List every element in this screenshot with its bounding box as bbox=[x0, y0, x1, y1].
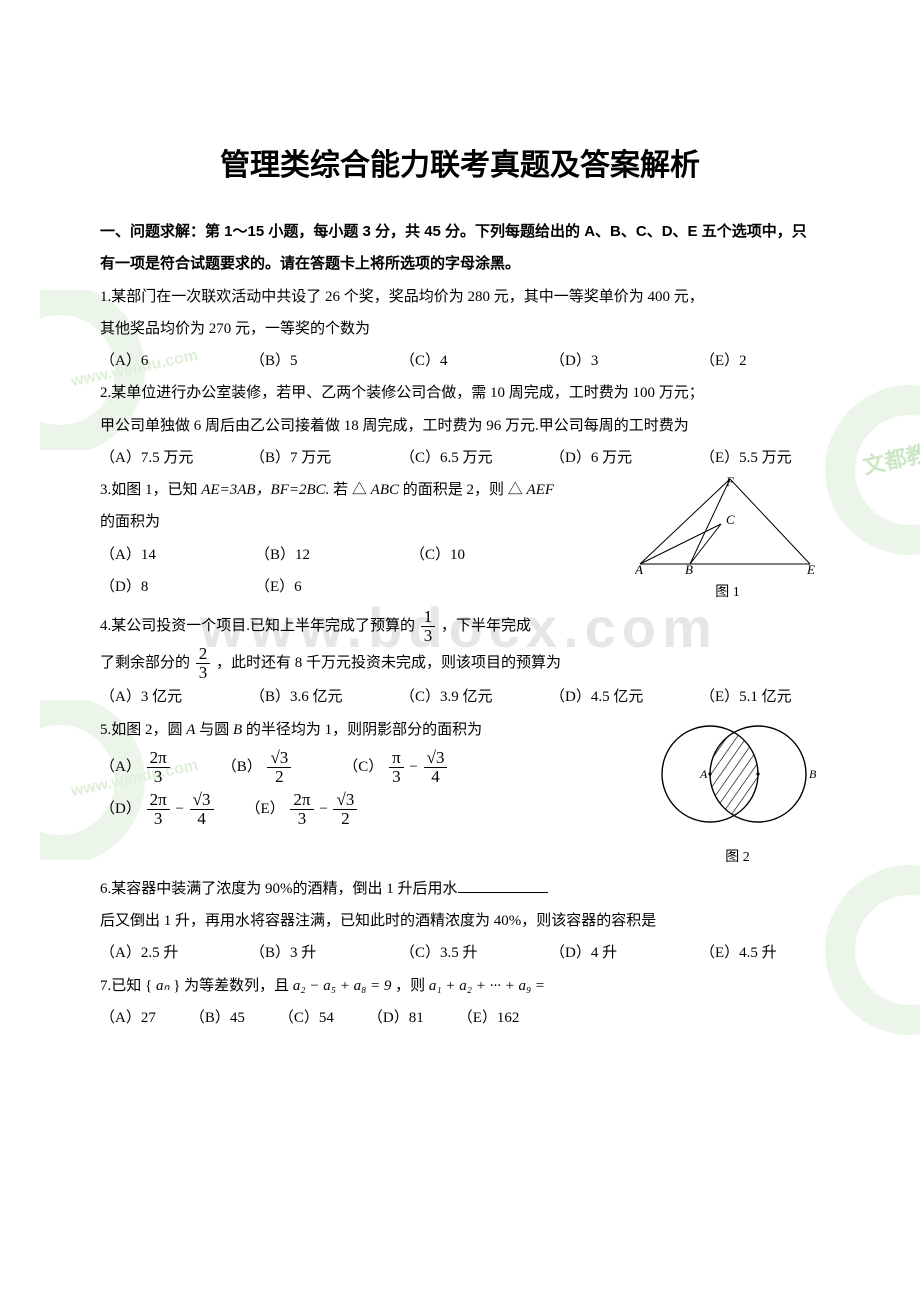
q3-t1: 3.如图 1，已知 bbox=[100, 482, 201, 498]
blank-line bbox=[458, 878, 548, 893]
q5-t1: 5.如图 2，圆 bbox=[100, 722, 186, 738]
opt-b: （B）5 bbox=[250, 345, 360, 377]
q5-eqA: A bbox=[186, 722, 195, 738]
opt-a: （A）27 bbox=[100, 1002, 156, 1034]
svg-text:F: F bbox=[725, 474, 735, 489]
q1-line2: 其他奖品均价为 270 元，一等奖的个数为 bbox=[100, 313, 820, 345]
q3-t2: 若 △ bbox=[333, 482, 367, 498]
opt-a: （A）3 亿元 bbox=[100, 681, 210, 713]
opt-b: （B）7 万元 bbox=[250, 442, 360, 474]
document-page: 管理类综合能力联考真题及答案解析 一、问题求解：第 1～15 小题，每小题 3 … bbox=[0, 0, 920, 1094]
opt-c: （C）4 bbox=[400, 345, 510, 377]
q7-t2: } 为等差数列，且 bbox=[173, 978, 293, 994]
opt-e: （E）5.1 亿元 bbox=[700, 681, 810, 713]
q3-block: 3.如图 1，已知 AE=3AB，BF=2BC. 若 △ ABC 的面积是 2，… bbox=[100, 474, 820, 608]
opt-d: （D） 2π3 − √34 bbox=[100, 788, 216, 830]
opt-c: （C）10 bbox=[410, 539, 525, 571]
opt-a: （A）6 bbox=[100, 345, 210, 377]
q7-t1: 7.已知 { bbox=[100, 978, 152, 994]
q4-t4: ，此时还有 8 千万元投资未完成，则该项目的预算为 bbox=[216, 655, 561, 671]
q5-t3: 的半径均为 1，则阴影部分的面积为 bbox=[246, 722, 482, 738]
opt-a: （A） 2π3 bbox=[100, 746, 172, 788]
q4-t3: 了剩余部分的 bbox=[100, 655, 194, 671]
opt-e: （E）2 bbox=[700, 345, 810, 377]
opt-c: （C）3.5 升 bbox=[400, 937, 510, 969]
opt-e: （E）6 bbox=[255, 571, 370, 603]
q6-line2: 后又倒出 1 升，再用水将容器注满，已知此时的酒精浓度为 40%，则该容器的容积… bbox=[100, 905, 820, 937]
q6-options: （A）2.5 升 （B）3 升 （C）3.5 升 （D）4 升 （E）4.5 升 bbox=[100, 937, 820, 969]
svg-text:A: A bbox=[635, 562, 643, 574]
q3-line2: 的面积为 bbox=[100, 506, 625, 538]
q4-t1: 4.某公司投资一个项目.已知上半年完成了预算的 bbox=[100, 618, 419, 634]
frac-1-3: 13 bbox=[421, 608, 436, 645]
q4-t2: ，下半年完成 bbox=[441, 618, 531, 634]
opt-c: （C）54 bbox=[279, 1002, 334, 1034]
q5-line1: 5.如图 2，圆 A 与圆 B 的半径均为 1，则阴影部分的面积为 bbox=[100, 714, 645, 746]
q5-t2: 与圆 bbox=[199, 722, 233, 738]
q3-eq3: AEF bbox=[527, 482, 555, 498]
svg-text:E: E bbox=[806, 562, 815, 574]
q5-eqB: B bbox=[233, 722, 242, 738]
q7-eq: a₂ − a₅ + a₈ = 9 bbox=[293, 978, 392, 994]
figure-1: A B E F C 图 1 bbox=[635, 474, 820, 608]
q2-options: （A）7.5 万元 （B）7 万元 （C）6.5 万元 （D）6 万元 （E）5… bbox=[100, 442, 820, 474]
q5-block: 5.如图 2，圆 A 与圆 B 的半径均为 1，则阴影部分的面积为 （A） 2π… bbox=[100, 714, 820, 873]
opt-d: （D）4.5 亿元 bbox=[550, 681, 660, 713]
opt-a: （A）14 bbox=[100, 539, 215, 571]
svg-text:C: C bbox=[726, 512, 735, 527]
q1-line1: 1.某部门在一次联欢活动中共设了 26 个奖，奖品均价为 280 元，其中一等奖… bbox=[100, 281, 820, 313]
two-circles-diagram: A B bbox=[655, 714, 820, 839]
triangle-diagram: A B E F C bbox=[635, 474, 820, 574]
opt-d: （D）8 bbox=[100, 571, 215, 603]
opt-d: （D）6 万元 bbox=[550, 442, 660, 474]
opt-c: （C）3.9 亿元 bbox=[400, 681, 510, 713]
svg-text:A: A bbox=[699, 767, 708, 781]
q7-t3: ，则 bbox=[395, 978, 429, 994]
q2-line2: 甲公司单独做 6 周后由乙公司接着做 18 周完成，工时费为 96 万元.甲公司… bbox=[100, 410, 820, 442]
q4-line1: 4.某公司投资一个项目.已知上半年完成了预算的 13 ，下半年完成 bbox=[100, 608, 820, 645]
opt-a: （A）2.5 升 bbox=[100, 937, 210, 969]
q3-options-r2: （D）8 （E）6 bbox=[100, 571, 625, 603]
svg-text:B: B bbox=[685, 562, 693, 574]
q3-eq1: AE=3AB，BF=2BC. bbox=[201, 482, 329, 498]
opt-e: （E）162 bbox=[458, 1002, 520, 1034]
q3-options-r1: （A）14 （B）12 （C）10 bbox=[100, 539, 625, 571]
opt-e: （E）4.5 升 bbox=[700, 937, 810, 969]
q3-t3: 的面积是 2，则 △ bbox=[403, 482, 523, 498]
q7-options: （A）27 （B）45 （C）54 （D）81 （E）162 bbox=[100, 1002, 820, 1034]
frac-2-3: 23 bbox=[196, 645, 211, 682]
q3-eq2: ABC bbox=[371, 482, 399, 498]
opt-c: （C） π3 − √34 bbox=[343, 746, 449, 788]
opt-b: （B） √32 bbox=[222, 746, 294, 788]
opt-b: （B）3.6 亿元 bbox=[250, 681, 360, 713]
opt-e: （E）5.5 万元 bbox=[700, 442, 810, 474]
q4-options: （A）3 亿元 （B）3.6 亿元 （C）3.9 亿元 （D）4.5 亿元 （E… bbox=[100, 681, 820, 713]
q5-options-r2: （D） 2π3 − √34 （E） 2π3 − √32 bbox=[100, 788, 645, 830]
opt-d: （D）4 升 bbox=[550, 937, 660, 969]
svg-text:B: B bbox=[809, 767, 817, 781]
q4-line2: 了剩余部分的 23 ，此时还有 8 千万元投资未完成，则该项目的预算为 bbox=[100, 645, 820, 682]
q6-line1: 6.某容器中装满了浓度为 90%的酒精，倒出 1 升后用水 bbox=[100, 873, 820, 905]
figure-2-caption: 图 2 bbox=[655, 843, 820, 873]
q6-t1: 6.某容器中装满了浓度为 90%的酒精，倒出 1 升后用水 bbox=[100, 881, 458, 897]
q1-options: （A）6 （B）5 （C）4 （D）3 （E）2 bbox=[100, 345, 820, 377]
page-title: 管理类综合能力联考真题及答案解析 bbox=[100, 140, 820, 184]
section-intro: 一、问题求解：第 1～15 小题，每小题 3 分，共 45 分。下列每题给出的 … bbox=[100, 216, 820, 281]
q7-seq: aₙ bbox=[156, 978, 169, 994]
opt-d: （D）3 bbox=[550, 345, 660, 377]
q7-sum: a₁ + a₂ + ··· + a₉ = bbox=[429, 978, 545, 994]
opt-b: （B）3 升 bbox=[250, 937, 360, 969]
opt-b: （B）12 bbox=[255, 539, 370, 571]
opt-d: （D）81 bbox=[368, 1002, 424, 1034]
opt-b: （B）45 bbox=[190, 1002, 245, 1034]
opt-c: （C）6.5 万元 bbox=[400, 442, 510, 474]
figure-2: A B 图 2 bbox=[655, 714, 820, 873]
q5-options-r1: （A） 2π3 （B） √32 （C） π3 − √34 bbox=[100, 746, 645, 788]
opt-e: （E） 2π3 − √32 bbox=[246, 788, 360, 830]
q2-line1: 2.某单位进行办公室装修，若甲、乙两个装修公司合做，需 10 周完成，工时费为 … bbox=[100, 377, 820, 409]
opt-a: （A）7.5 万元 bbox=[100, 442, 210, 474]
q7-line1: 7.已知 { aₙ } 为等差数列，且 a₂ − a₅ + a₈ = 9 ，则 … bbox=[100, 970, 820, 1002]
figure-1-caption: 图 1 bbox=[635, 578, 820, 608]
q3-line1: 3.如图 1，已知 AE=3AB，BF=2BC. 若 △ ABC 的面积是 2，… bbox=[100, 474, 625, 506]
